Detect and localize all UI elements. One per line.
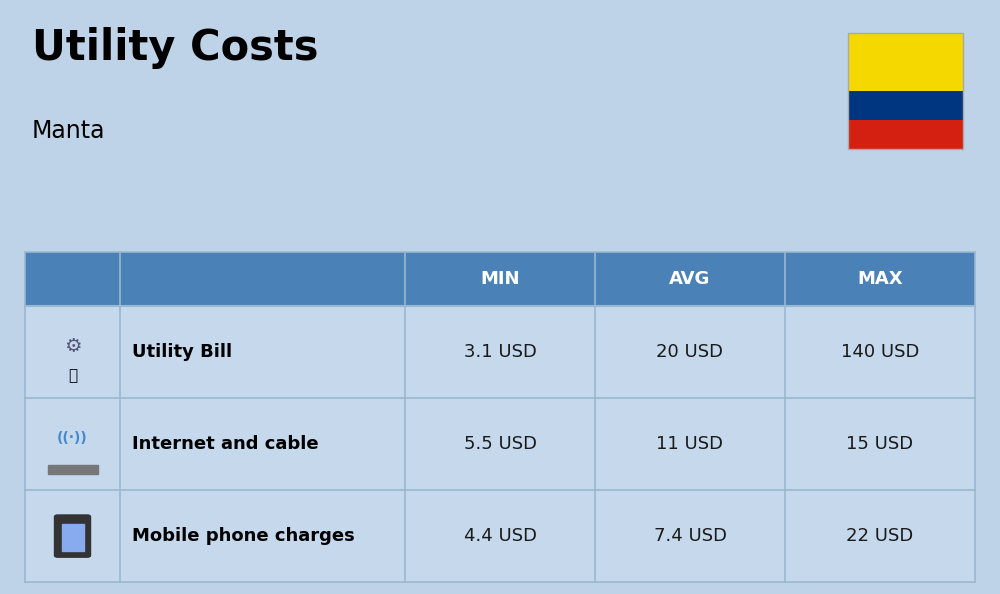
Text: 5.5 USD: 5.5 USD [464,435,536,453]
Text: 140 USD: 140 USD [841,343,919,361]
Text: 7.4 USD: 7.4 USD [654,527,726,545]
Text: 11 USD: 11 USD [656,435,724,453]
Bar [25,252,975,306]
Bar [848,91,963,119]
Text: Mobile phone charges: Mobile phone charges [132,527,355,545]
Text: 20 USD: 20 USD [656,343,724,361]
Text: Manta: Manta [32,119,106,143]
Text: Utility Costs: Utility Costs [32,27,318,69]
Bar [848,119,963,148]
Text: Internet and cable: Internet and cable [132,435,319,453]
Text: 4.4 USD: 4.4 USD [464,527,536,545]
Text: 🔌: 🔌 [68,368,77,383]
Bar [25,490,975,582]
Text: ((·)): ((·)) [57,431,88,445]
Text: MAX: MAX [857,270,903,288]
Bar [848,33,963,148]
Bar [25,398,975,490]
Bar [48,465,98,474]
FancyBboxPatch shape [55,515,90,557]
Text: MIN: MIN [480,270,520,288]
Text: 3.1 USD: 3.1 USD [464,343,536,361]
Bar [25,306,975,398]
Text: Utility Bill: Utility Bill [132,343,232,361]
Text: AVG: AVG [669,270,711,288]
Bar [62,524,84,551]
Text: 22 USD: 22 USD [846,527,914,545]
Text: ⚙: ⚙ [64,337,81,355]
Text: 15 USD: 15 USD [846,435,914,453]
Bar [848,33,963,90]
